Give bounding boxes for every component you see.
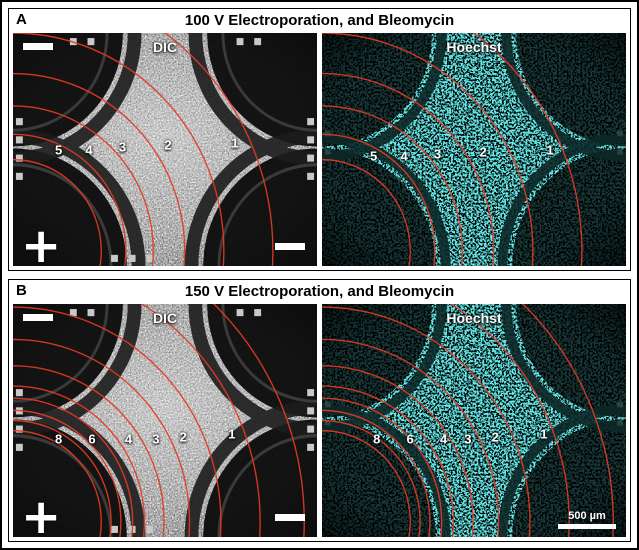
zone-number: 1 [546,142,554,157]
zone-number: 8 [373,431,381,447]
hoechst-image-panel-a: Hoechst 5 4 3 2 1 [322,33,626,266]
zone-number: 1 [540,426,548,442]
panel-letter: A [16,11,27,28]
stain-label-dic: DIC [152,310,178,326]
zone-number: 4 [124,431,133,447]
zone-number: 1 [231,135,239,150]
panel-b-images: DIC 8 6 4 3 2 1 + [9,303,630,541]
zone-number: 3 [118,139,127,155]
zone-number: 8 [54,431,63,447]
hoechst-image-panel-b: Hoechst 8 6 4 3 2 1 500 µm [322,304,626,537]
zone-number: 3 [433,146,442,162]
panel-title: 100 V Electroporation, and Bleomycin [184,12,455,29]
panel-a-images: DIC 5 4 3 2 1 + [9,32,630,270]
dic-micrograph [13,304,317,537]
scale-bar-label: 500 µm [568,510,606,522]
zone-number: 4 [85,142,93,157]
scale-bar-line [558,524,616,529]
zone-number: 6 [88,431,96,447]
panel-b: B 150 V Electroporation, and Bleomycin [8,279,631,542]
minus-electrode-icon [275,243,305,250]
zone-number: 1 [228,426,236,442]
zone-number: 2 [179,429,187,445]
hoechst-micrograph [322,33,626,266]
zone-number: 3 [464,431,472,447]
panel-a-header: A 100 V Electroporation, and Bleomycin [9,9,630,32]
stain-label-hoechst: Hoechst [446,39,502,55]
zone-number: 2 [479,144,487,160]
stain-label-dic: DIC [152,39,178,55]
dic-image-panel-b: DIC 8 6 4 3 2 1 + [13,304,317,537]
zone-number: 5 [370,148,378,164]
scale-bar: 500 µm [558,510,616,529]
zone-number: 6 [406,431,414,447]
minus-electrode-icon [275,514,305,521]
panel-title: 150 V Electroporation, and Bleomycin [184,283,455,300]
zone-number: 4 [439,431,448,447]
panel-letter: B [16,282,27,299]
zone-number: 4 [400,148,408,164]
zone-number: 5 [54,142,63,157]
minus-electrode-icon [23,314,53,321]
dic-micrograph [13,33,317,266]
hoechst-micrograph [322,304,626,537]
panel-b-header: B 150 V Electroporation, and Bleomycin [9,280,630,303]
plus-electrode-icon: + [21,489,62,537]
zone-number: 3 [152,431,160,447]
panel-a: A 100 V Electroporation, and Bleomycin [8,8,631,271]
minus-electrode-icon [23,43,53,50]
dic-image-panel-a: DIC 5 4 3 2 1 + [13,33,317,266]
zone-number: 2 [164,137,172,153]
stain-label-hoechst: Hoechst [446,310,502,326]
plus-electrode-icon: + [21,218,62,266]
zone-number: 2 [491,429,499,445]
